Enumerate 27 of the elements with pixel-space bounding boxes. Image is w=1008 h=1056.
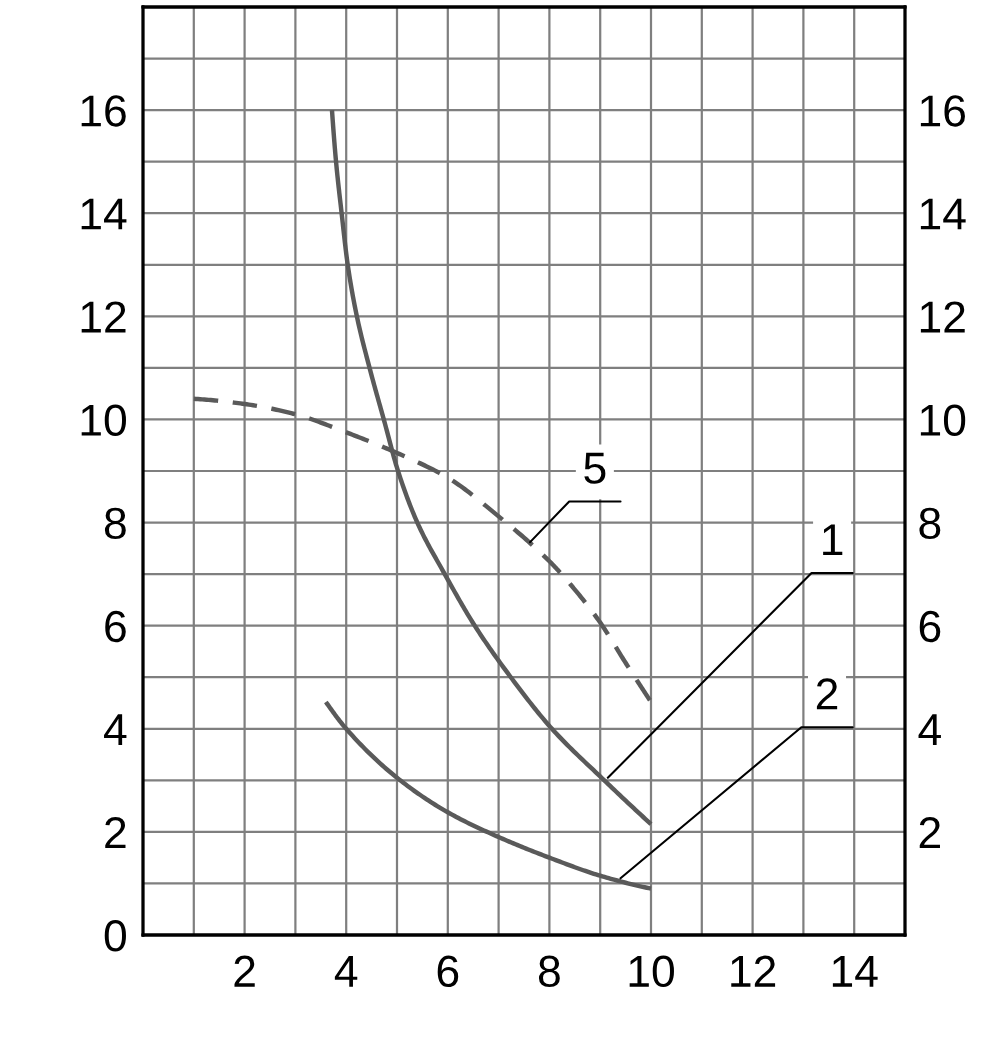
- y2-tick-label: 16: [920, 95, 965, 127]
- x-tick-label: 14: [832, 956, 878, 987]
- x-tick-label: 12: [731, 955, 776, 987]
- y2-tick-label: 2: [919, 816, 940, 848]
- y2-tick-label: 8: [919, 507, 941, 540]
- x-tick-label: 8: [538, 955, 560, 988]
- y2-tick-label: 4: [918, 714, 941, 745]
- annotation: 5: [584, 452, 606, 484]
- y-tick-label: 2: [105, 816, 126, 848]
- x-tick-label: 6: [437, 955, 459, 988]
- y-tick-label: 12: [81, 301, 126, 333]
- y2-tick-label: 10: [920, 404, 966, 436]
- y2-tick-label: 14: [920, 198, 966, 230]
- y-tick-label: 8: [104, 507, 126, 540]
- annotation: 2: [816, 678, 838, 710]
- y-tick-label: 16: [81, 95, 126, 127]
- annotation: 1: [823, 524, 843, 556]
- x-tick-label: 10: [629, 955, 674, 988]
- y-tick-label: 0: [104, 920, 126, 952]
- x-tick-label: 2: [234, 955, 255, 987]
- y-tick-label: 6: [105, 610, 126, 643]
- y-tick-label: 14: [81, 198, 127, 230]
- x-tick-label: 4: [334, 956, 358, 987]
- y-tick-label: 10: [81, 404, 126, 436]
- y2-tick-label: 6: [919, 610, 941, 643]
- y2-tick-label: 12: [920, 301, 965, 333]
- y-tick-label: 4: [104, 714, 127, 745]
